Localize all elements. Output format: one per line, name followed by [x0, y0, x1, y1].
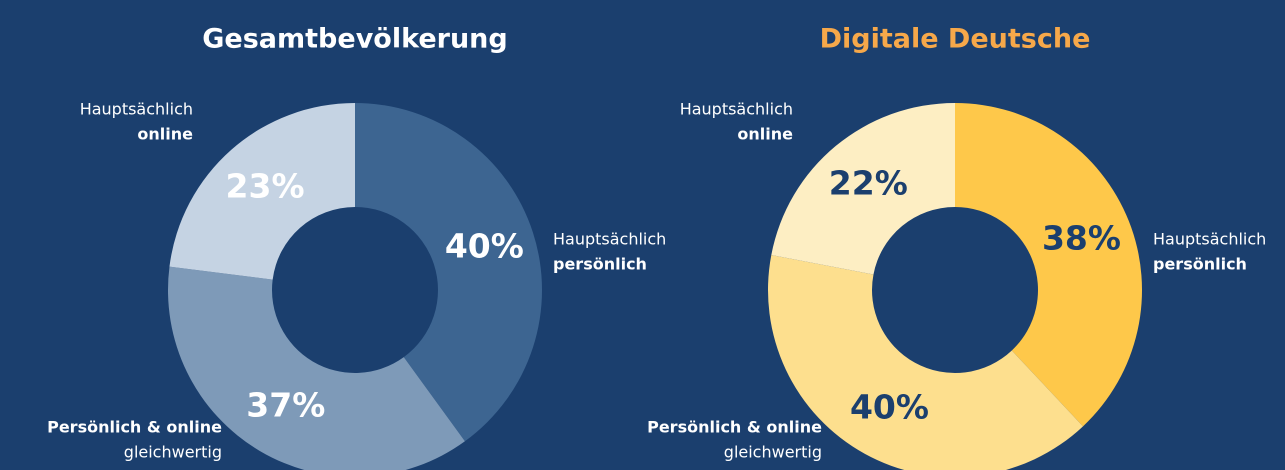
chart-title: Digitale Deutsche [820, 24, 1091, 55]
donut-slice [355, 103, 542, 442]
donut-slice [168, 266, 465, 470]
value-label: 40% [850, 388, 929, 427]
value-label: 40% [445, 226, 524, 265]
category-label: Hauptsächlich [680, 100, 793, 119]
category-label: persönlich [553, 255, 647, 274]
category-label: Persönlich & online [647, 418, 822, 437]
value-label: 22% [829, 164, 908, 203]
donut-slice [955, 103, 1142, 427]
category-label: gleichwertig [124, 443, 222, 462]
donut-slice [768, 254, 1084, 470]
category-label: online [137, 125, 193, 144]
category-label: Hauptsächlich [1153, 230, 1266, 249]
value-label: 23% [226, 166, 305, 205]
donut-slice [771, 103, 955, 275]
category-label: gleichwertig [724, 443, 822, 462]
chart-title: Gesamtbevölkerung [202, 24, 507, 55]
category-label: Hauptsächlich [553, 230, 666, 249]
category-label: Persönlich & online [47, 418, 222, 437]
donut-slice [169, 103, 355, 280]
value-label: 37% [246, 386, 325, 425]
category-label: persönlich [1153, 255, 1247, 274]
category-label: online [737, 125, 793, 144]
value-label: 38% [1042, 218, 1121, 257]
category-label: Hauptsächlich [80, 100, 193, 119]
